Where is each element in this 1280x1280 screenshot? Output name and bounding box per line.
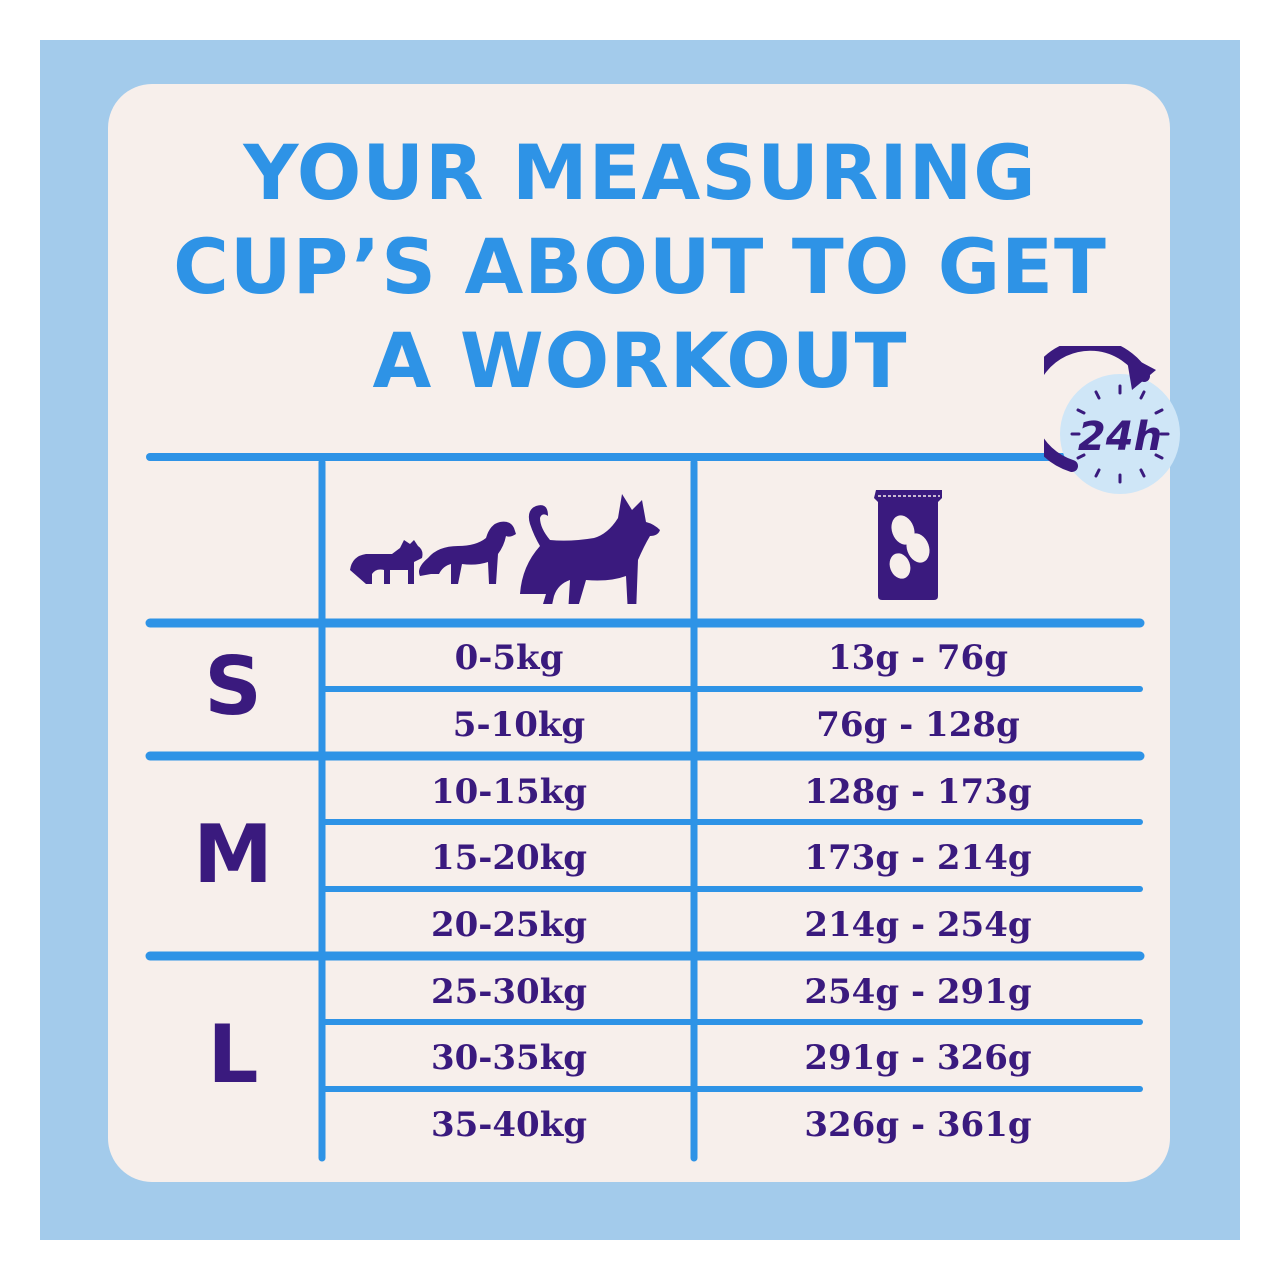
amount-cell: 326g - 361g: [804, 1105, 1032, 1145]
amount-cell: 76g - 128g: [816, 705, 1020, 745]
weight-cell: 10-15kg: [430, 772, 588, 812]
dogs-size-icon: [350, 494, 660, 604]
clock-24h-icon: 24h: [1044, 346, 1180, 494]
title-line-2: CUP’S ABOUT TO GET: [173, 222, 1107, 311]
badge-text: 24h: [1078, 414, 1162, 460]
weight-cell: 5-10kg: [452, 705, 586, 745]
weight-cell: 0-5kg: [454, 638, 564, 678]
amount-cell: 128g - 173g: [804, 772, 1032, 812]
page-title: YOUR MEASURING CUP’S ABOUT TO GET A WORK…: [0, 126, 1280, 408]
amount-cell: 254g - 291g: [804, 972, 1032, 1012]
title-line-1: YOUR MEASURING: [243, 128, 1037, 217]
food-bag-icon: [874, 490, 942, 600]
weight-cell: 25-30kg: [430, 972, 588, 1012]
amount-cell: 173g - 214g: [804, 838, 1032, 878]
amount-cell: 214g - 254g: [804, 905, 1032, 945]
weight-cell: 35-40kg: [430, 1105, 588, 1145]
weight-cell: 15-20kg: [430, 838, 588, 878]
size-small-label: S: [204, 640, 262, 733]
size-large-label: L: [207, 1008, 259, 1101]
weight-cell: 30-35kg: [430, 1038, 588, 1078]
amount-cell: 291g - 326g: [804, 1038, 1032, 1078]
amount-cell: 13g - 76g: [828, 638, 1008, 678]
size-medium-label: M: [193, 808, 273, 901]
content-card: [108, 84, 1170, 1182]
weight-cell: 20-25kg: [430, 905, 588, 945]
title-line-3: A WORKOUT: [372, 316, 908, 405]
